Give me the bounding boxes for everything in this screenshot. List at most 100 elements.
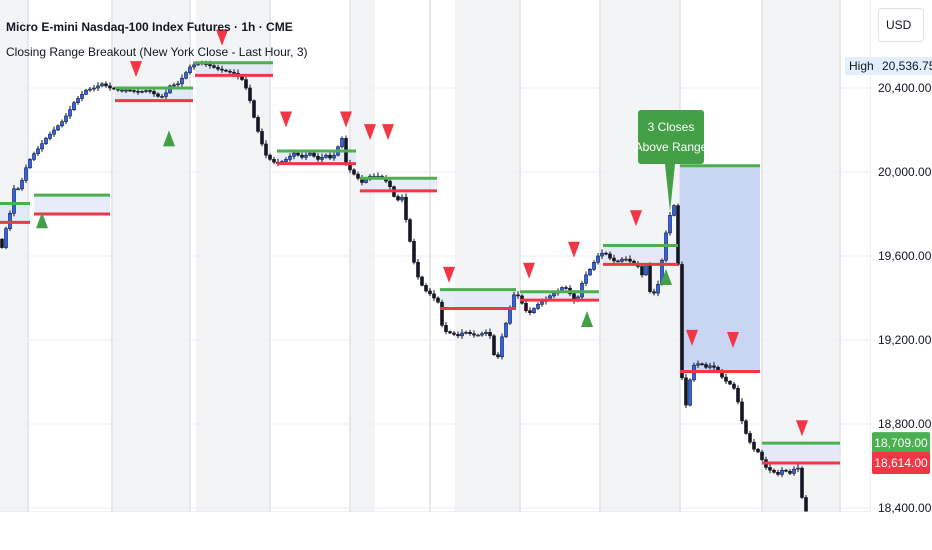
candle [272,156,276,165]
candle [788,469,792,476]
candle [740,398,744,424]
candle [752,438,756,452]
candle [96,82,100,92]
bearish-signal-marker [280,111,292,128]
candle [776,469,780,477]
candle [676,203,680,267]
price-tick-label: 19,600.00 [878,249,932,263]
svg-text:18,614.00: 18,614.00 [874,456,928,470]
candle [184,70,188,80]
candle [224,68,228,73]
candle [696,360,700,368]
candle [68,105,72,120]
high-value: 20,536.75 [878,57,932,75]
candle [596,253,600,265]
candle [452,330,456,337]
candles [0,60,808,512]
bearish-signal-marker [382,124,394,141]
candle [600,249,604,260]
price-tick-labels: 20,400.00 20,000.00 19,600.00 19,200.00 18,8… [878,81,932,515]
bearish-signal-marker [364,124,376,141]
candle [744,419,748,435]
candle [516,291,520,299]
candle [604,251,608,256]
candle [188,64,192,75]
price-tick-label: 19,200.00 [878,333,932,347]
candle [496,352,500,359]
candle [244,77,248,91]
candle [624,256,628,262]
candle [524,300,528,313]
candle [436,296,440,304]
candle [316,153,320,162]
candle [504,321,508,338]
candle [300,152,304,160]
candle [492,334,496,357]
candle [564,285,568,290]
candle [404,193,408,223]
candle [712,362,716,371]
range-fill [360,178,437,191]
price-scale[interactable]: 20,400.00 20,000.00 19,600.00 19,200.00 18,8… [870,0,932,550]
chart-title: Micro E-mini Nasdaq-100 Index Futures · … [6,20,293,34]
bullish-signal-marker [660,269,672,285]
candle [464,330,468,335]
breakout-callout: 3 Closes Above Range [635,110,708,212]
bullish-signal-marker [163,130,175,147]
callout-line-2: Above Range [635,140,708,154]
closing-range-lines [0,61,840,465]
candle [44,136,48,145]
indicator-legend[interactable]: Closing Range Breakout (New York Close -… [6,45,308,59]
candle [88,86,92,92]
range-fill [762,443,840,464]
candle [616,259,620,263]
candle [8,210,12,232]
range-fill [440,289,516,309]
candle [528,307,532,316]
candle [592,260,596,271]
candle [620,257,624,263]
bearish-signal-marker [568,241,580,258]
candle [396,194,400,202]
bearish-signal-marker [630,210,642,227]
range-low-price-tag: 18,614.00 [872,452,930,475]
price-tick-label: 18,800.00 [878,417,932,431]
candle [444,321,448,335]
candle [700,362,704,366]
candle [4,226,8,250]
candle [480,331,484,337]
candle [416,258,420,280]
range-high-price-tag: 18,709.00 [872,432,930,455]
candle [748,430,752,445]
svg-text:18,709.00: 18,709.00 [874,436,928,450]
currency-selector[interactable]: USD [878,8,924,42]
candle [536,302,540,311]
candle [212,64,216,69]
candle [40,139,44,152]
candle [736,385,740,405]
candle [164,89,168,100]
candle [16,187,20,191]
candle [792,466,796,476]
candle [320,153,324,163]
candle [588,268,592,276]
candle [56,124,60,132]
candle [0,237,4,249]
candle [48,131,52,141]
candle [252,99,256,119]
candle [648,262,652,294]
candle [264,140,268,159]
bearish-signal-marker [216,29,228,46]
candle [688,378,692,407]
candle [456,331,460,339]
candle [488,328,492,339]
candle [628,255,632,265]
candle [260,128,264,147]
candle [704,362,708,369]
candle [324,153,328,159]
candle [60,119,64,128]
candle [412,238,416,265]
candle [192,61,196,70]
